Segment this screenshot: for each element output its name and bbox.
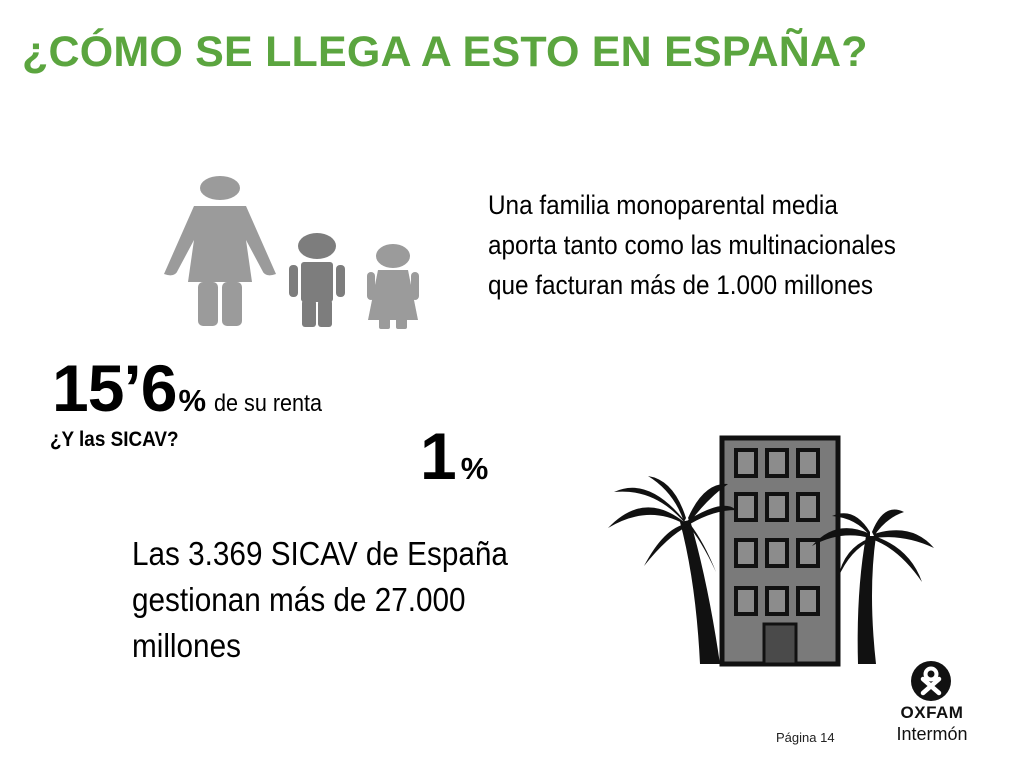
- sicav-description: Las 3.369 SICAV de España gestionan más …: [132, 531, 582, 669]
- family-description: Una familia monoparental media aporta ta…: [488, 185, 938, 305]
- family-stat-number: 15’6: [52, 351, 177, 425]
- sicav-text-line: gestionan más de 27.000: [132, 581, 466, 618]
- building-with-palms-icon: [608, 435, 934, 667]
- boy-icon: [289, 233, 345, 327]
- family-stat: 15’6% de su renta: [52, 350, 334, 426]
- office-building-icon: [719, 435, 841, 667]
- palm-fronds-icon: [608, 476, 736, 572]
- palm-trunk-icon: [680, 520, 720, 664]
- page-number: Página 14: [776, 730, 835, 745]
- family-text-line: Una familia monoparental media: [488, 190, 838, 220]
- palm-fronds-icon: [812, 509, 934, 582]
- oxfam-logo-icon: [911, 661, 951, 701]
- family-stat-percent: %: [178, 383, 207, 418]
- oxfam-intermon-logo: OXFAM Intermón: [890, 656, 974, 748]
- family-stat-suffix: de su renta: [214, 390, 323, 417]
- intermon-wordmark: Intermón: [896, 724, 968, 744]
- sicav-stat-percent: %: [460, 451, 489, 486]
- woman-icon: [164, 176, 276, 326]
- family-text-line: que facturan más de 1.000 millones: [488, 270, 873, 300]
- family-icon: [164, 176, 419, 329]
- sicav-question: ¿Y las SICAV?: [50, 428, 179, 451]
- sicav-stat-number: 1: [420, 419, 457, 493]
- palm-trunk-icon: [857, 536, 876, 664]
- slide-title: ¿CÓMO SE LLEGA A ESTO EN ESPAÑA?: [22, 28, 868, 76]
- family-text-line: aporta tanto como las multinacionales: [488, 230, 896, 260]
- sicav-text-line: Las 3.369 SICAV de España: [132, 535, 508, 572]
- sicav-stat: 1%: [420, 418, 488, 494]
- girl-icon: [367, 244, 419, 329]
- sicav-text-line: millones: [132, 627, 241, 664]
- oxfam-wordmark: OXFAM: [900, 703, 964, 722]
